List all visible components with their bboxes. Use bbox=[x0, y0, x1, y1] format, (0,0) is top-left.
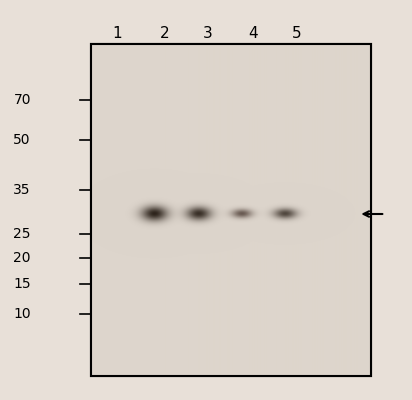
Text: 3: 3 bbox=[203, 26, 213, 42]
Text: 20: 20 bbox=[14, 251, 31, 265]
Text: 15: 15 bbox=[13, 277, 31, 291]
Text: 5: 5 bbox=[292, 26, 302, 42]
Text: 35: 35 bbox=[14, 183, 31, 197]
FancyBboxPatch shape bbox=[91, 44, 371, 376]
Text: 70: 70 bbox=[14, 93, 31, 107]
Text: 10: 10 bbox=[13, 307, 31, 321]
Text: 2: 2 bbox=[160, 26, 170, 42]
Text: 1: 1 bbox=[112, 26, 122, 42]
Text: 50: 50 bbox=[14, 133, 31, 147]
Text: 25: 25 bbox=[14, 227, 31, 241]
Text: 4: 4 bbox=[248, 26, 258, 42]
